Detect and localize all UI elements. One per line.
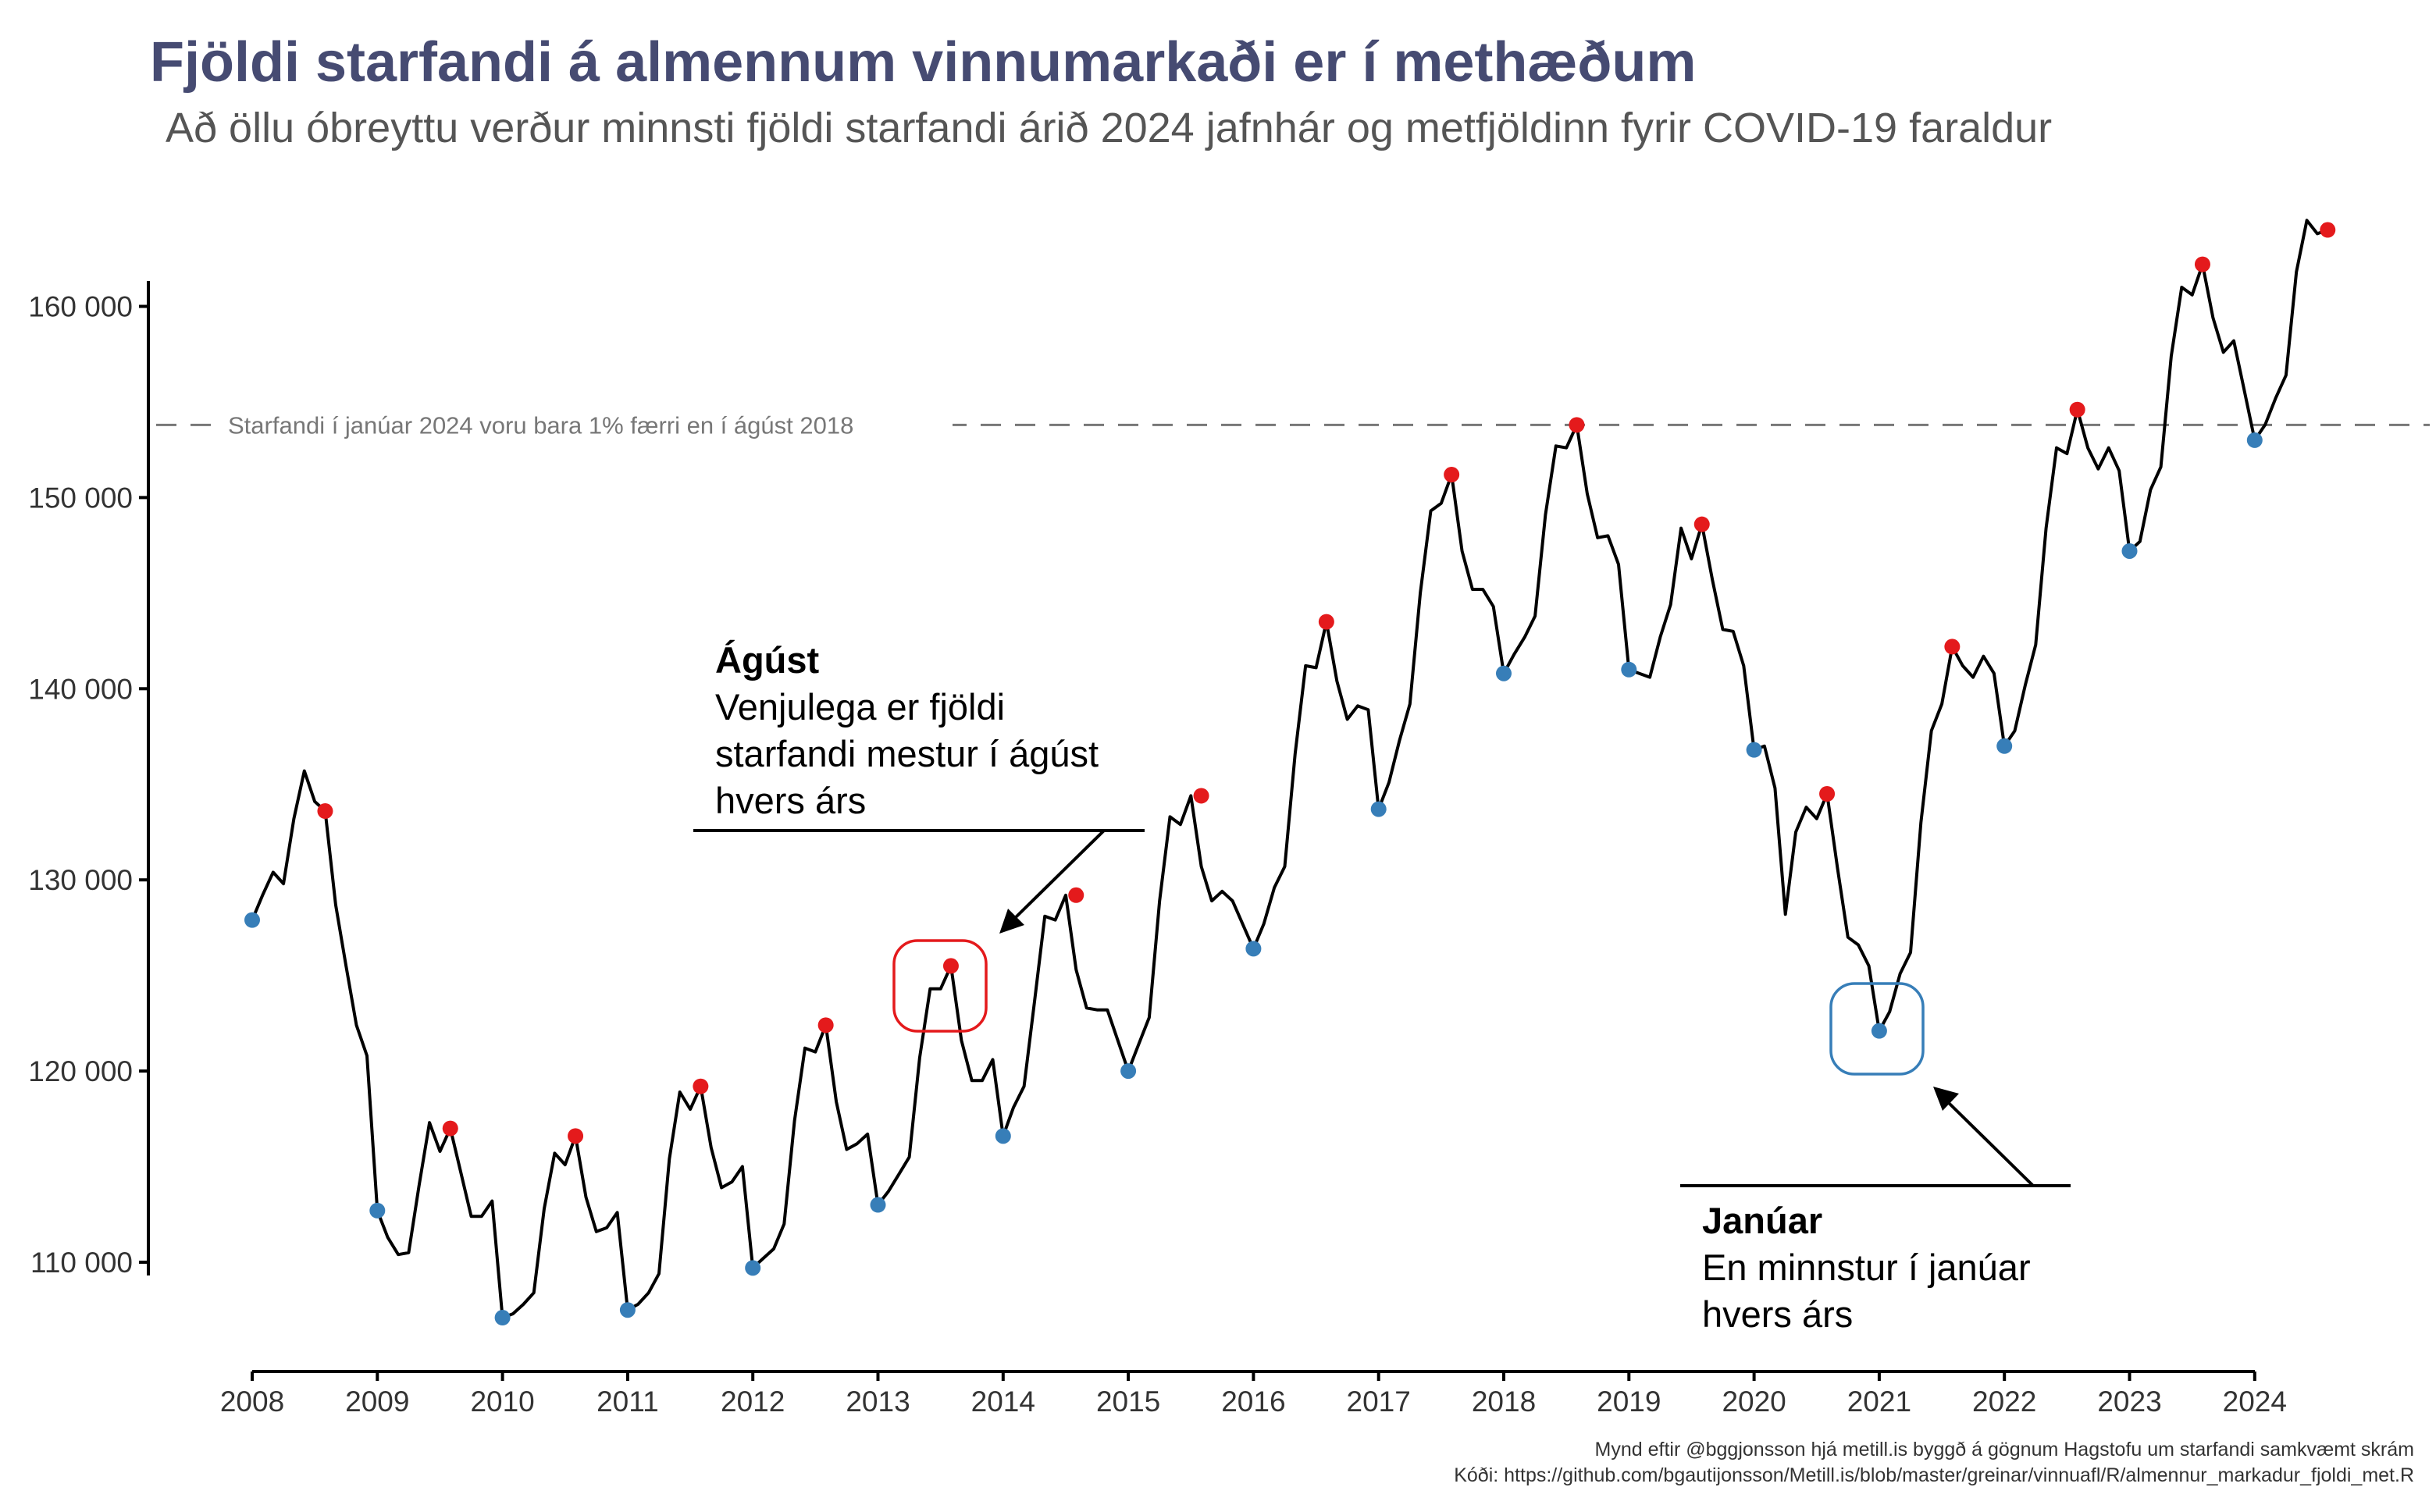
august-arrow-head [999,909,1024,934]
january-point [1120,1063,1137,1080]
x-tick-label: 2021 [1847,1386,1911,1418]
august-point [1444,467,1460,483]
august-point [1693,516,1710,532]
x-tick-label: 2012 [721,1386,785,1418]
chart-title: Fjöldi starfandi á almennum vinnumarkaði… [150,31,1696,94]
august-annotation: Ágúst Venjulega er fjöldi starfandi mest… [693,639,1145,934]
series-line [251,219,2328,1319]
august-point [2320,222,2336,238]
january-point [1496,665,1512,681]
january-point [1370,801,1387,817]
january-point [1996,738,2013,754]
x-tick-label: 2022 [1972,1386,2036,1418]
january-highlight-box [1829,982,1925,1076]
y-tick-label: 120 000 [28,1055,133,1087]
august-point [568,1128,584,1144]
august-point [1193,788,1209,804]
x-axis-ticks: 2008 2009 2010 2011 2012 2013 2014 2015 2016 2017… [220,1371,2287,1418]
x-tick-label: 2017 [1347,1386,1411,1418]
january-point [1746,742,1762,758]
x-tick-label: 2008 [220,1386,284,1418]
caption-line1: Mynd eftir @bggjonsson hjá metill.is byg… [1595,1439,2414,1460]
january-arrow-head [1933,1087,1959,1111]
x-tick-label: 2016 [1221,1386,1285,1418]
january-point [619,1302,636,1318]
x-tick-label: 2015 [1096,1386,1160,1418]
august-annotation-line2: starfandi mestur í ágúst [715,733,1099,774]
x-tick-label: 2014 [971,1386,1035,1418]
january-point [244,912,260,928]
january-arrow-shaft [1947,1101,2035,1187]
x-tick-label: 2009 [345,1386,409,1418]
august-point [1318,614,1334,630]
august-point [442,1120,458,1137]
august-points [317,222,2336,1144]
reference-label-background [220,407,953,443]
x-tick-label: 2011 [597,1386,659,1418]
reference-label: Starfandi í janúar 2024 voru bara 1% fær… [228,411,853,439]
august-highlight-box [892,939,988,1033]
august-point [2069,401,2085,418]
august-annotation-line1: Venjulega er fjöldi [715,686,1005,728]
january-annotation-line1: En minnstur í janúar [1702,1247,2031,1288]
january-annotation-title: Janúar [1702,1200,1822,1241]
x-tick-label: 2020 [1722,1386,1786,1418]
x-tick-label: 2023 [2097,1386,2161,1418]
august-point [317,803,333,820]
january-annotation: Janúar En minnstur í janúar hvers árs [1680,1087,2071,1335]
august-point [693,1078,709,1094]
y-tick-label: 110 000 [30,1247,133,1279]
january-point [2121,543,2138,559]
january-annotation-line2: hvers árs [1702,1293,1853,1335]
august-point [942,958,959,974]
chart-subtitle: Að öllu óbreyttu verður minnsti fjöldi s… [166,105,2052,151]
january-point [1621,661,1637,678]
august-annotation-title: Ágúst [715,639,820,681]
january-points [244,432,2263,1326]
august-point [1944,639,1961,655]
august-annotation-line3: hvers árs [715,780,866,821]
x-tick-label: 2018 [1472,1386,1536,1418]
y-tick-label: 160 000 [28,291,133,323]
august-point [1569,417,1585,433]
january-point [2246,432,2263,448]
x-tick-label: 2024 [2223,1386,2287,1418]
january-point [369,1202,386,1218]
y-tick-label: 140 000 [28,673,133,705]
y-tick-label: 130 000 [28,864,133,896]
august-point [817,1017,834,1033]
x-tick-label: 2019 [1597,1386,1661,1418]
january-point [1871,1023,1887,1039]
january-point [995,1128,1011,1144]
caption-line2: Kóði: https://github.com/bgautijonsson/M… [1454,1464,2414,1486]
x-tick-label: 2010 [470,1386,534,1418]
august-point [1819,785,1836,802]
august-point [1068,887,1084,903]
august-point [2194,256,2210,272]
january-point [745,1260,761,1276]
january-point [494,1310,511,1326]
august-arrow-shaft [1013,829,1106,920]
y-axis-ticks: 110 000 120 000 130 000 140 000 150 000 160 0… [28,291,148,1279]
january-point [1245,941,1262,957]
reference-line-group: Starfandi í janúar 2024 voru bara 1% fær… [156,407,2430,443]
y-tick-label: 150 000 [28,482,133,514]
x-tick-label: 2013 [846,1386,910,1418]
january-point [870,1197,886,1213]
